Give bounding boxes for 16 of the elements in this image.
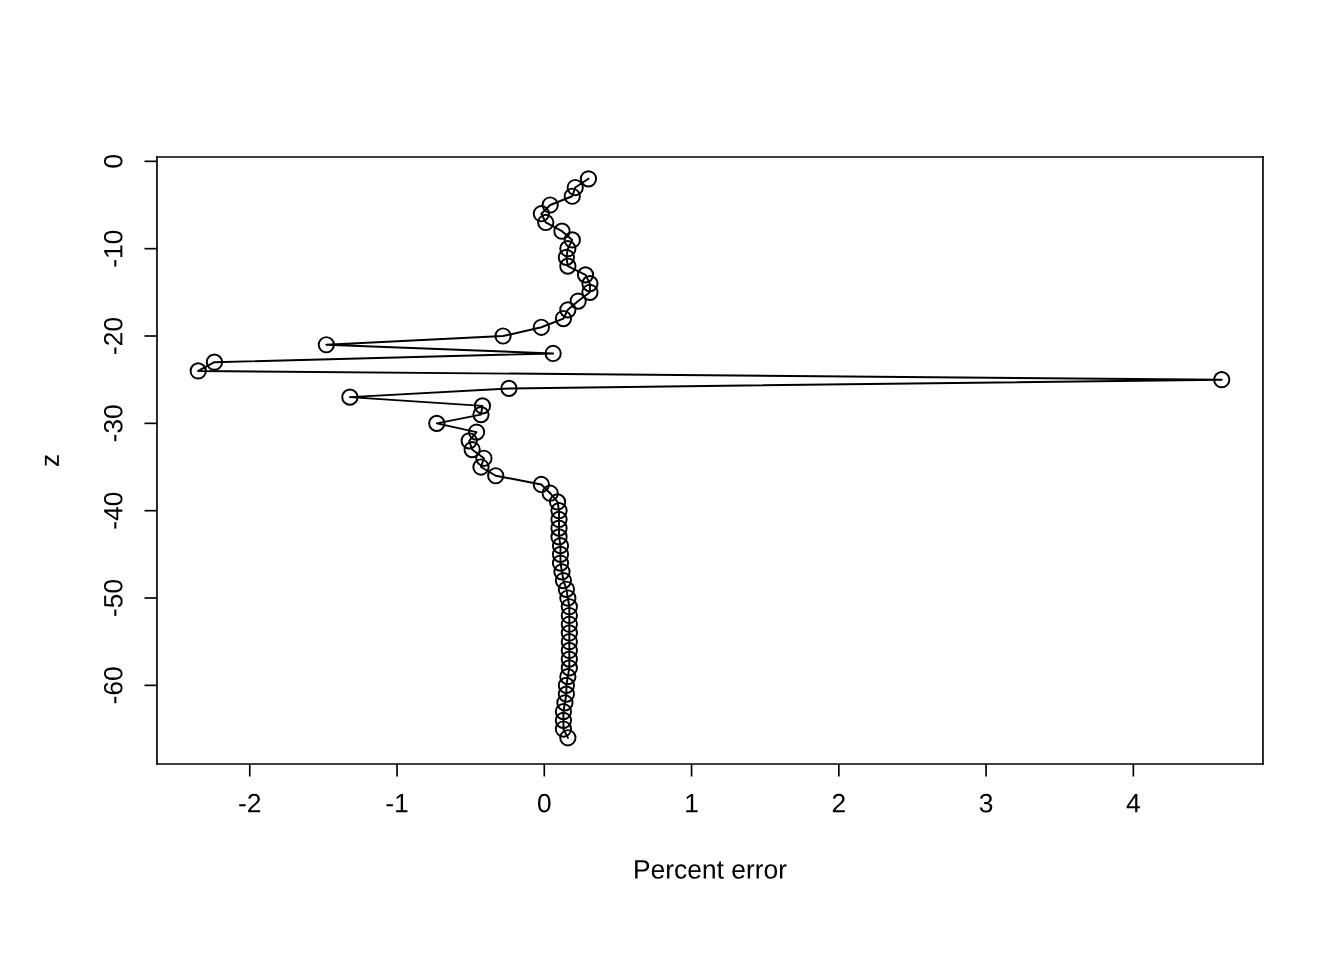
y-tick-label: 0 — [103, 155, 123, 168]
y-tick-label: -30 — [103, 405, 123, 442]
y-tick-label: -20 — [103, 317, 123, 354]
x-tick-label: 0 — [537, 793, 551, 813]
x-tick-label: -1 — [386, 794, 408, 813]
x-tick-label: 3 — [979, 793, 993, 813]
x-tick-label: 2 — [832, 793, 845, 813]
y-tick-label: -10 — [103, 230, 123, 267]
x-tick-label: 1 — [686, 794, 698, 813]
x-tick-label: 4 — [1126, 794, 1140, 813]
y-tick-label: -40 — [103, 492, 123, 529]
x-tick-label: -2 — [239, 793, 261, 813]
y-axis-title: z — [44, 455, 59, 466]
y-tick-label: -60 — [103, 667, 123, 704]
y-tick-label: -50 — [103, 579, 123, 616]
x-axis-title: Percent error — [635, 860, 787, 879]
